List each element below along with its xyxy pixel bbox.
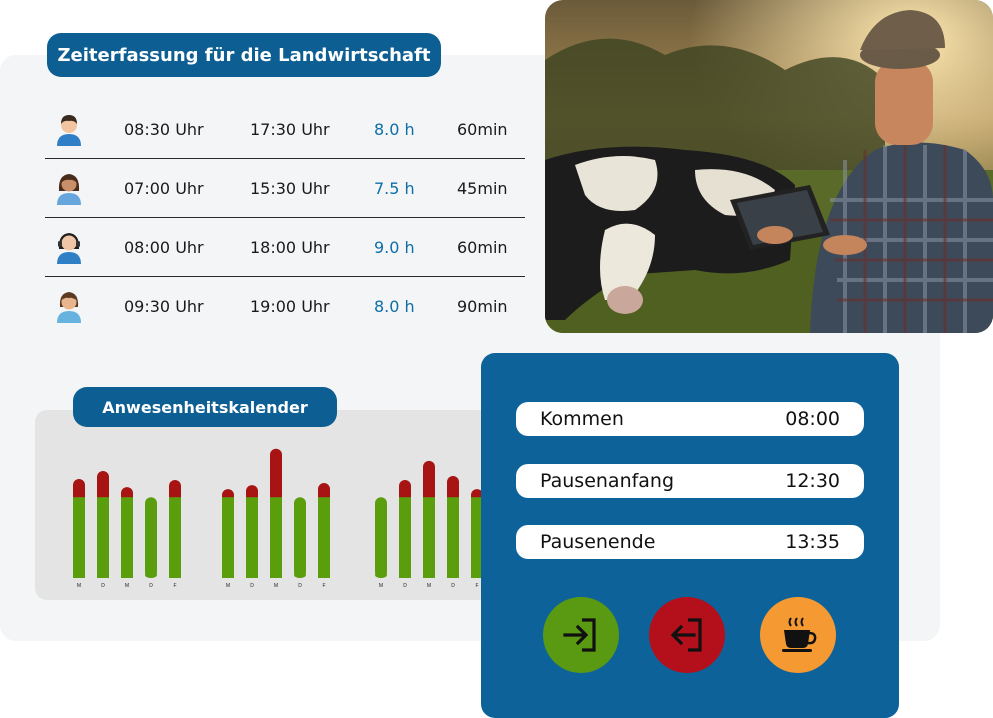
break-duration: 90min [457,296,508,316]
worktime-bar [294,497,306,578]
worktime-bar [73,497,85,578]
break-duration: 60min [457,119,508,139]
overtime-bar [447,475,459,504]
day-tick-label: D [298,583,302,589]
calendar-title: Anwesenheitskalender [73,387,337,427]
worked-hours: 8.0 h [374,296,415,316]
worktime-bar-base [246,572,258,578]
table-row[interactable]: 08:00 Uhr 18:00 Uhr 9.0 h 60min [45,218,525,277]
worktime-bar-base [169,572,181,578]
clock-in-time: 08:00 [785,408,840,430]
table-row[interactable]: 07:00 Uhr 15:30 Uhr 7.5 h 45min [45,159,525,218]
worktime-bar [169,497,181,578]
headset-worker-icon [57,233,81,264]
worktime-bar [471,497,483,578]
day-tick-label: M [125,583,129,589]
start-time: 09:30 Uhr [124,296,204,316]
day-tick-label: F [475,583,478,589]
worktime-bar-base [447,572,459,578]
day-tick-label: D [101,583,105,589]
worked-hours: 8.0 h [374,119,415,139]
day-tick-label: F [322,583,325,589]
worktime-bar [423,497,435,578]
logout-icon [670,618,702,652]
day-tick-label: M [226,583,230,589]
day-tick-label: M [274,583,278,589]
clock-in-button[interactable] [543,597,619,673]
break-end-time: 13:35 [785,531,840,553]
worktime-bar-base [423,572,435,578]
male-worker-icon [57,115,81,146]
coffee-cup-icon [782,617,817,652]
start-time: 07:00 Uhr [124,178,204,198]
worktime-bar-base [145,572,157,578]
worked-hours: 9.0 h [374,237,415,257]
worktime-bar-base [294,572,306,578]
worktime-bar [97,497,109,578]
worktime-bar [447,497,459,578]
break-duration: 45min [457,178,508,198]
break-end-row: Pausenende 13:35 [516,525,864,559]
worktime-bar-base [471,572,483,578]
worktime-bar [246,497,258,578]
worktime-bar [375,497,387,578]
clock-in-label: Kommen [540,408,624,430]
worktime-bar [270,497,282,578]
break-button[interactable] [760,597,836,673]
worktime-bar-base [73,572,85,578]
end-time: 19:00 Uhr [250,296,330,316]
end-time: 17:30 Uhr [250,119,330,139]
worktime-bar [222,497,234,578]
day-tick-label: D [451,583,455,589]
worktime-bar-base [399,572,411,578]
overtime-bar [270,448,282,504]
page-title: Zeiterfassung für die Landwirtschaft [47,33,441,77]
break-end-label: Pausenende [540,531,656,553]
break-start-time: 12:30 [785,470,840,492]
worktime-bar [145,497,157,578]
worktime-bar-base [121,572,133,578]
login-icon [563,618,596,652]
worked-hours: 7.5 h [374,178,415,198]
day-tick-label: M [379,583,383,589]
worktime-bar [318,497,330,578]
overtime-bar [97,470,109,504]
clock-out-button[interactable] [649,597,725,673]
overtime-bar [423,460,435,504]
end-time: 15:30 Uhr [250,178,330,198]
break-start-label: Pausenanfang [540,470,675,492]
end-time: 18:00 Uhr [250,237,330,257]
day-tick-label: D [403,583,407,589]
start-time: 08:00 Uhr [124,237,204,257]
clock-in-row: Kommen 08:00 [516,402,864,436]
day-tick-label: F [173,583,176,589]
day-tick-label: M [77,583,81,589]
farmer-with-tablet-photo [545,0,993,333]
worktime-bar-base [375,572,387,578]
break-start-row: Pausenanfang 12:30 [516,464,864,498]
overtime-bar [73,479,85,504]
table-row[interactable]: 08:30 Uhr 17:30 Uhr 8.0 h 60min [45,100,525,159]
female-worker-icon [57,292,81,323]
worktime-bar-base [270,572,282,578]
day-tick-label: D [250,583,254,589]
worktime-bar [399,497,411,578]
table-row[interactable]: 09:30 Uhr 19:00 Uhr 8.0 h 90min [45,277,525,335]
clock-panel: Kommen 08:00 Pausenanfang 12:30 Pausenen… [481,353,899,718]
day-tick-label: M [427,583,431,589]
day-tick-label: D [149,583,153,589]
break-duration: 60min [457,237,508,257]
worktime-bar-base [318,572,330,578]
start-time: 08:30 Uhr [124,119,204,139]
worktime-bar-base [97,572,109,578]
worktime-bar-base [222,572,234,578]
time-table: 08:30 Uhr 17:30 Uhr 8.0 h 60min 07:00 Uh… [45,100,525,335]
worktime-bar [121,497,133,578]
female-worker-icon [57,174,81,205]
